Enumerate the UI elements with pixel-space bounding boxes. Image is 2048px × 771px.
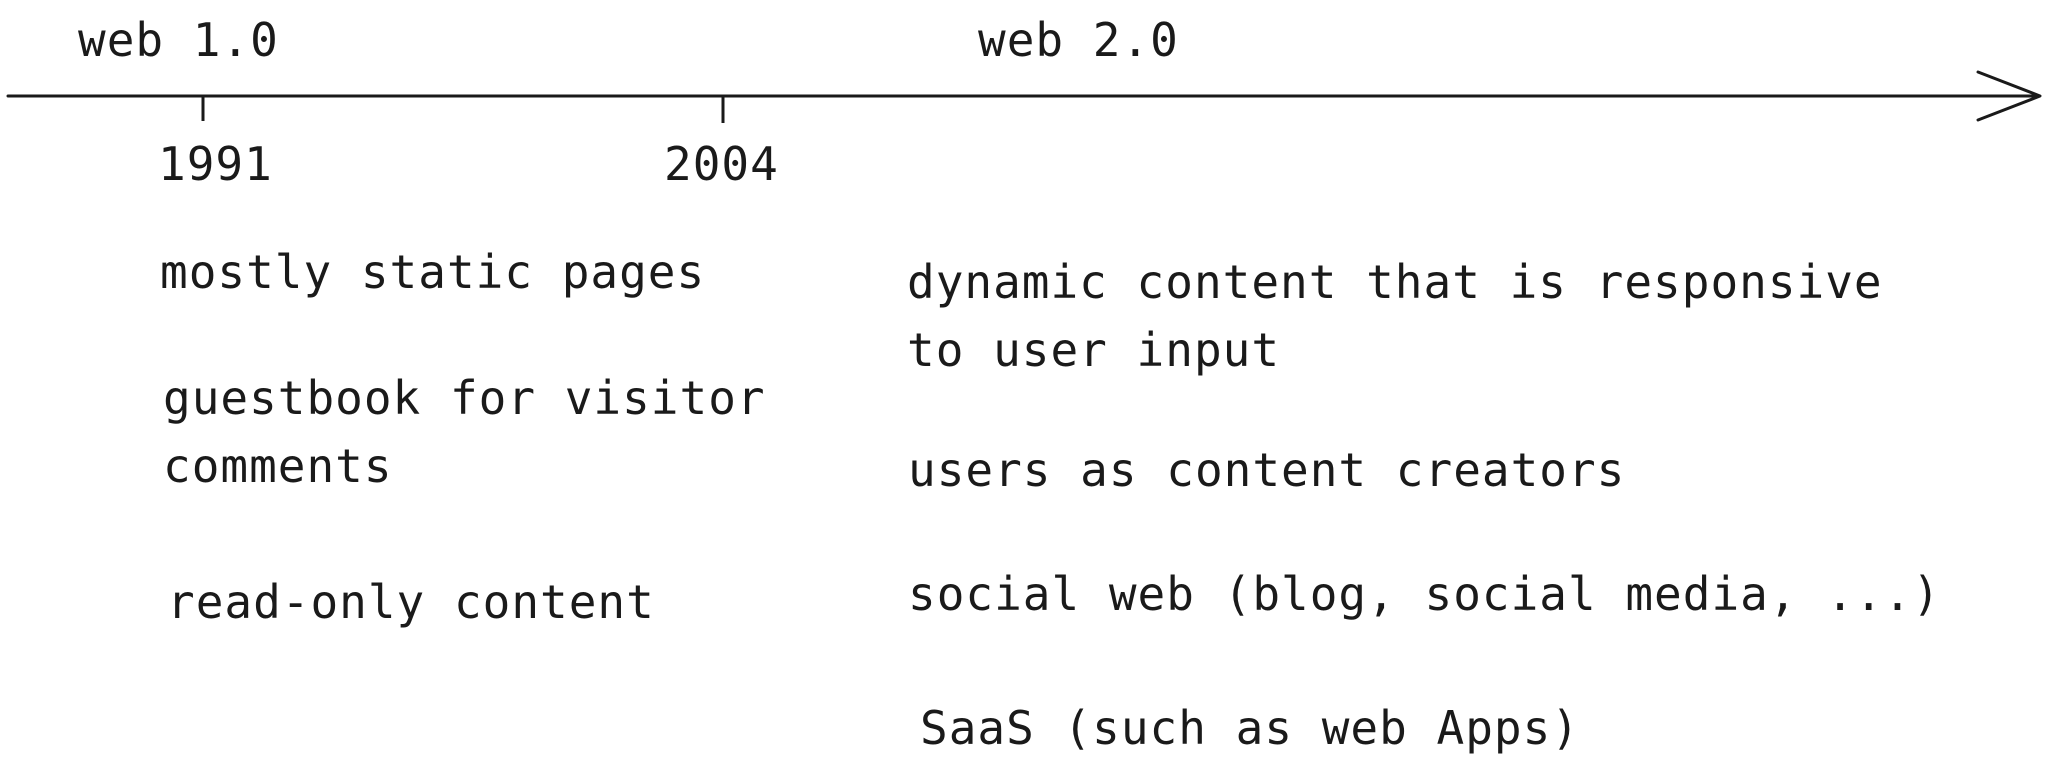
era-label-web2: web 2.0 (978, 13, 1179, 67)
web2-note-content-creators: users as content creators (908, 436, 1625, 504)
web1-note-static-pages: mostly static pages (160, 238, 705, 306)
web2-note-social-web: social web (blog, social media, ...) (908, 560, 1941, 628)
web1-note-read-only: read-only content (167, 568, 655, 636)
note-line: comments (163, 439, 393, 493)
axis-arrowhead (1976, 70, 2042, 122)
web2-note-dynamic-content: dynamic content that is responsive to us… (907, 248, 1883, 384)
note-line: social web (blog, social media, ...) (908, 567, 1941, 621)
tick-label-1991: 1991 (158, 137, 273, 191)
web1-note-guestbook: guestbook for visitor comments (163, 364, 766, 500)
web2-note-saas: SaaS (such as web Apps) (920, 694, 1580, 762)
note-line: to user input (907, 323, 1281, 377)
tick-label-2004: 2004 (664, 137, 779, 191)
note-line: guestbook for visitor (163, 371, 766, 425)
note-line: SaaS (such as web Apps) (920, 701, 1580, 755)
note-line: read-only content (167, 575, 655, 629)
era-label-web1: web 1.0 (78, 13, 279, 67)
note-line: dynamic content that is responsive (907, 255, 1883, 309)
note-line: users as content creators (908, 443, 1626, 497)
note-line: mostly static pages (160, 245, 706, 299)
